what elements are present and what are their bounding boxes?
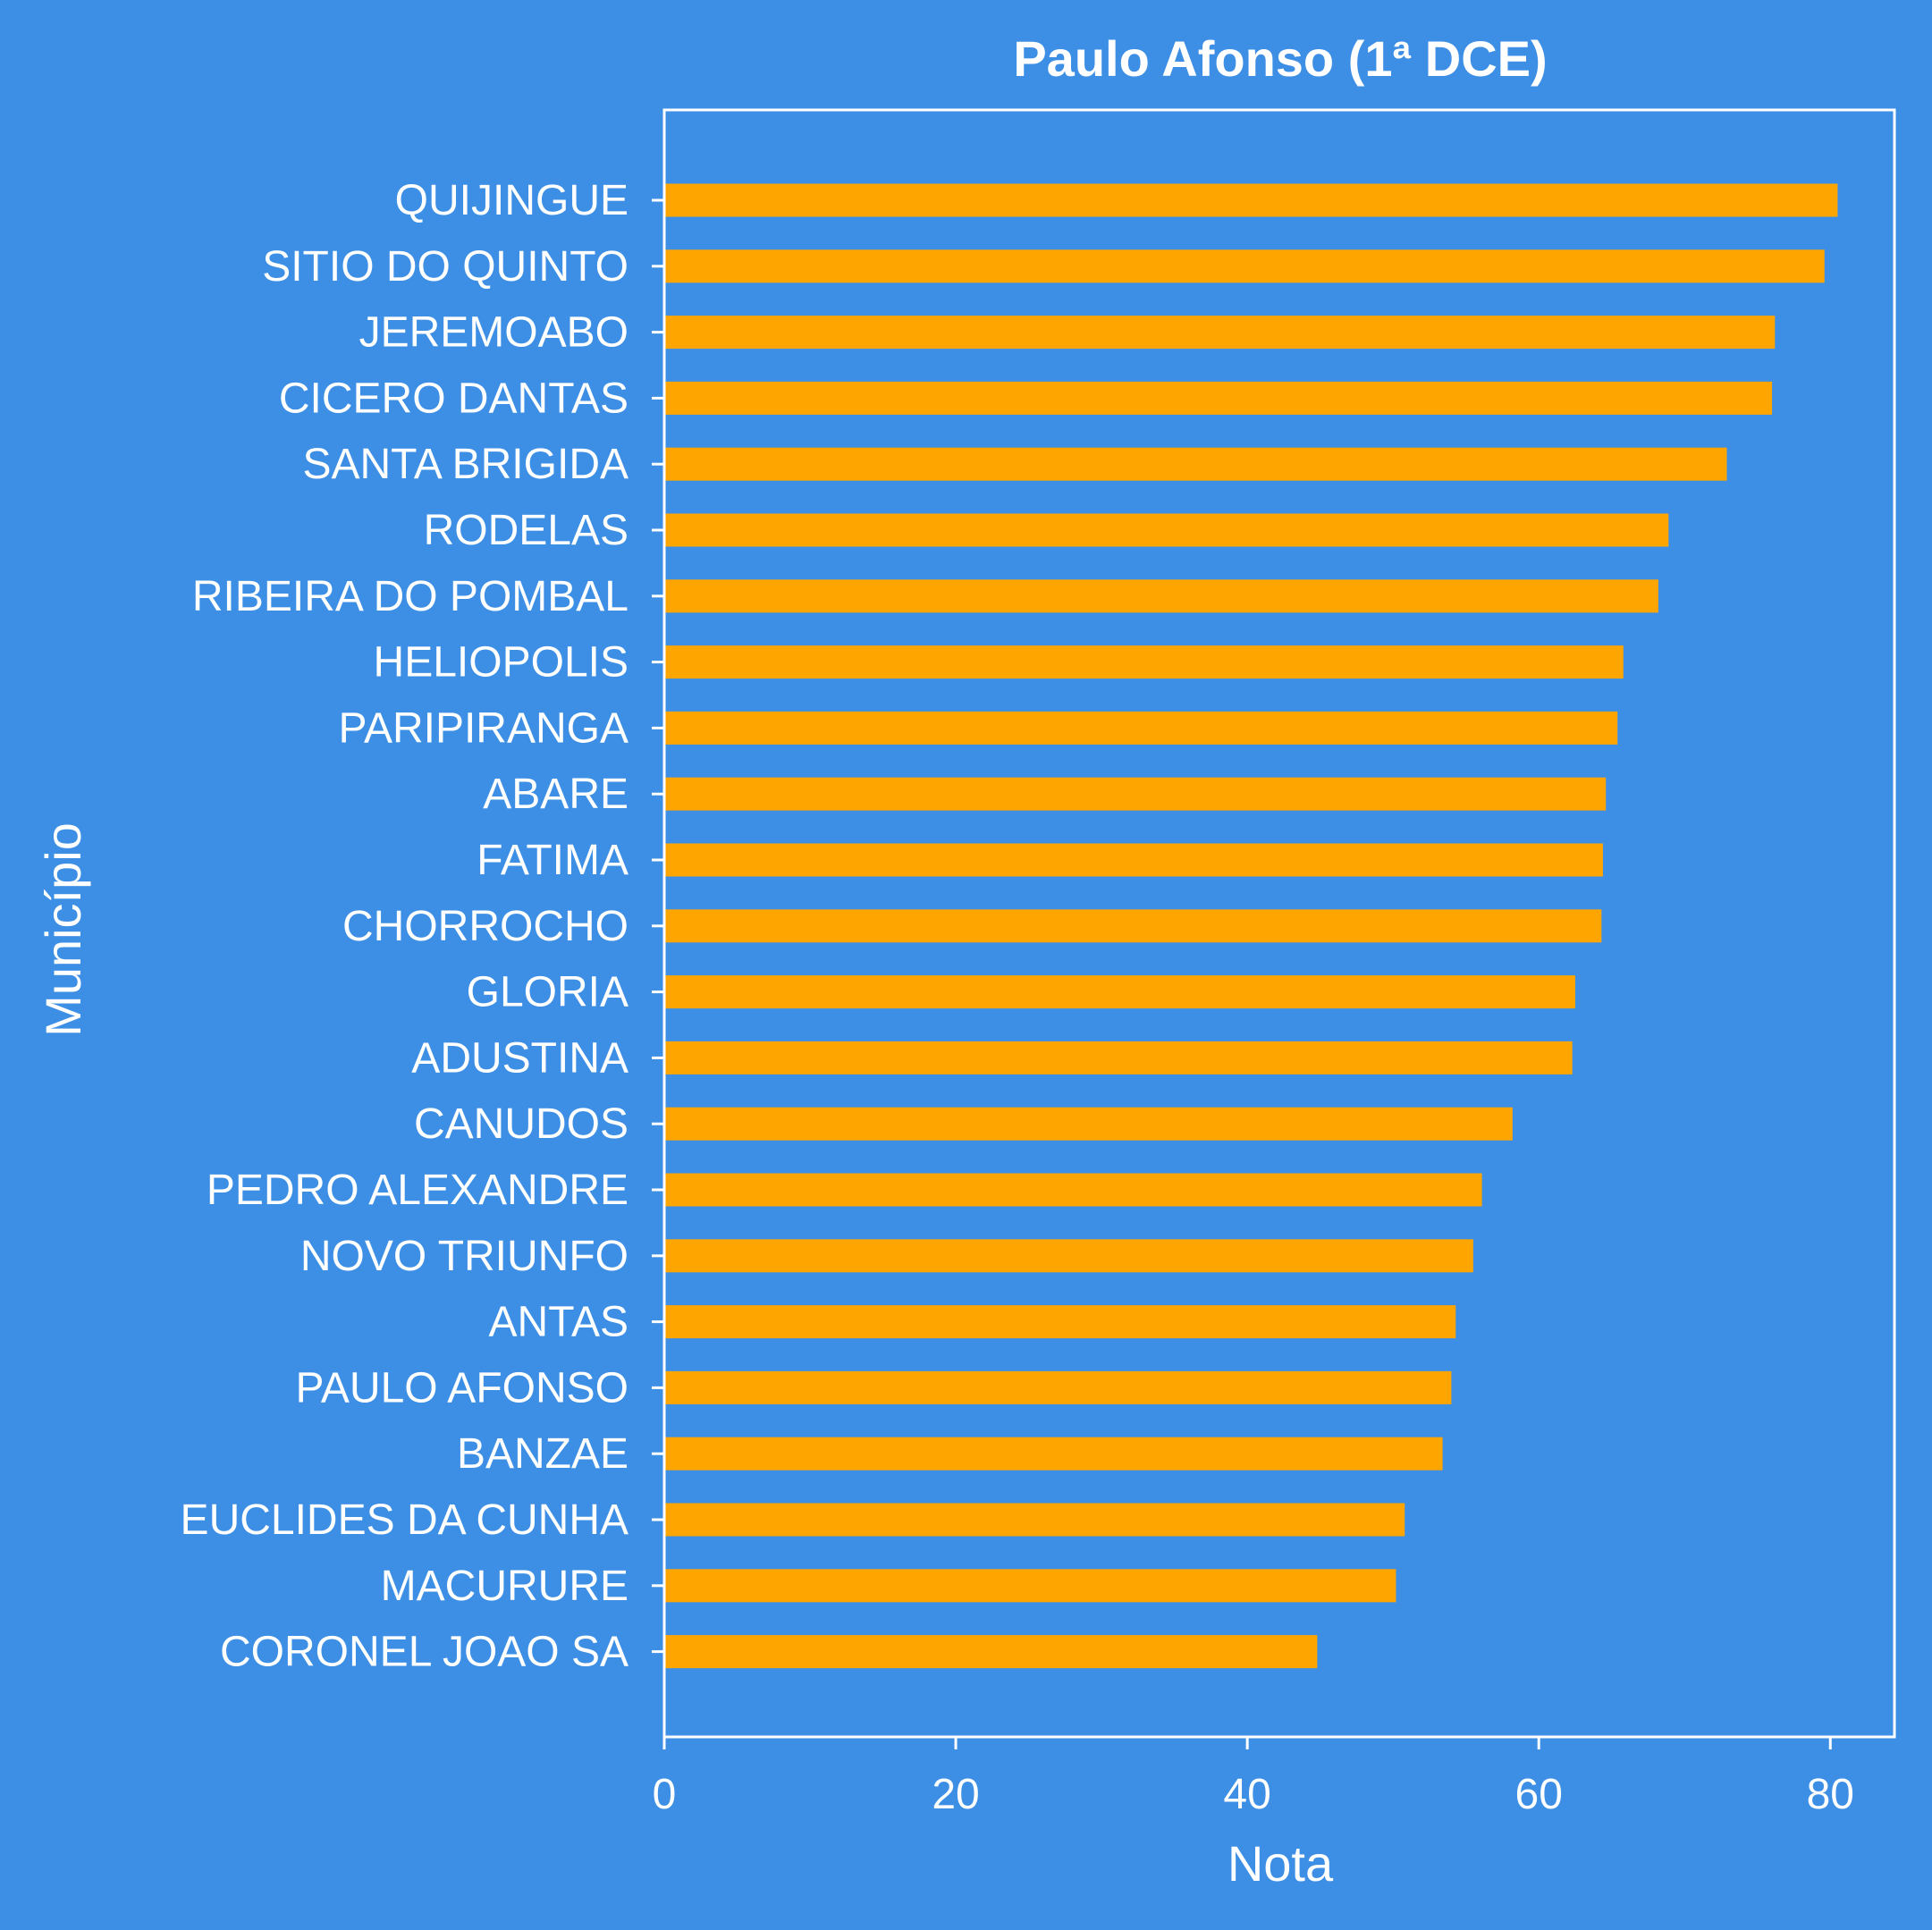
bar — [664, 316, 1776, 350]
y-tick-label: CORONEL JOAO SA — [220, 1629, 629, 1676]
x-tick-label: 20 — [932, 1771, 979, 1818]
bar — [664, 1569, 1396, 1603]
y-tick-label: CANUDOS — [414, 1100, 629, 1148]
bar — [664, 1305, 1456, 1339]
y-tick-label: ADUSTINA — [411, 1034, 629, 1082]
y-tick-label: SANTA BRIGIDA — [302, 441, 629, 488]
y-tick-label: FATIMA — [477, 837, 629, 884]
bar — [664, 711, 1618, 745]
y-tick-label: CHORROCHO — [342, 903, 629, 950]
y-axis-ticks: QUIJINGUE SITIO DO QUINTO JEREMOABO CICERO … — [181, 177, 664, 1676]
y-tick-label: MACURURE — [381, 1563, 629, 1610]
bar — [664, 1503, 1405, 1537]
plot-frame — [662, 108, 1896, 1739]
y-tick-label: PARIPIRANGA — [338, 704, 629, 752]
x-tick-label: 0 — [653, 1771, 677, 1818]
x-tick-label: 60 — [1515, 1771, 1563, 1818]
y-tick-label: NOVO TRIUNFO — [300, 1233, 629, 1280]
y-tick-label: SITIO DO QUINTO — [262, 243, 629, 291]
bar — [664, 249, 1825, 283]
bar — [664, 579, 1658, 613]
y-tick-label: QUIJINGUE — [395, 177, 629, 224]
x-axis-ticks: 0 20 40 60 80 — [653, 1737, 1854, 1818]
bar — [664, 1370, 1452, 1404]
bar — [664, 183, 1838, 217]
y-tick-label: ANTAS — [489, 1299, 629, 1346]
bar — [664, 645, 1624, 679]
bar — [664, 1173, 1482, 1207]
x-tick-label: 80 — [1807, 1771, 1854, 1818]
y-tick-label: CICERO DANTAS — [279, 375, 629, 422]
bar — [664, 513, 1669, 547]
bar — [664, 1437, 1443, 1471]
y-tick-label: EUCLIDES DA CUNHA — [181, 1496, 629, 1544]
y-tick-label: ABARE — [483, 771, 629, 818]
bar — [664, 843, 1603, 877]
y-tick-label: JEREMOABO — [359, 309, 629, 357]
y-tick-label: RIBEIRA DO POMBAL — [192, 573, 629, 620]
y-axis-label: Município — [35, 822, 91, 1037]
x-axis-label: Nota — [1228, 1835, 1334, 1892]
bar — [664, 975, 1575, 1009]
y-tick-label: RODELAS — [424, 507, 629, 554]
bar — [664, 909, 1602, 943]
bar — [664, 381, 1773, 415]
bar — [664, 447, 1727, 481]
bar — [664, 1239, 1473, 1273]
y-tick-label: HELIOPOLIS — [374, 639, 629, 687]
bar — [664, 1107, 1513, 1141]
y-tick-label: GLORIA — [467, 969, 629, 1016]
y-tick-label: PAULO AFONSO — [295, 1364, 629, 1412]
bar — [664, 777, 1607, 811]
bar — [664, 1635, 1318, 1669]
y-tick-label: BANZAE — [457, 1430, 629, 1478]
bar — [664, 1041, 1573, 1075]
x-tick-label: 40 — [1223, 1771, 1270, 1818]
bars-group — [664, 183, 1838, 1669]
y-tick-label: PEDRO ALEXANDRE — [207, 1167, 629, 1214]
chart-title: Paulo Afonso (1ª DCE) — [1013, 30, 1547, 87]
